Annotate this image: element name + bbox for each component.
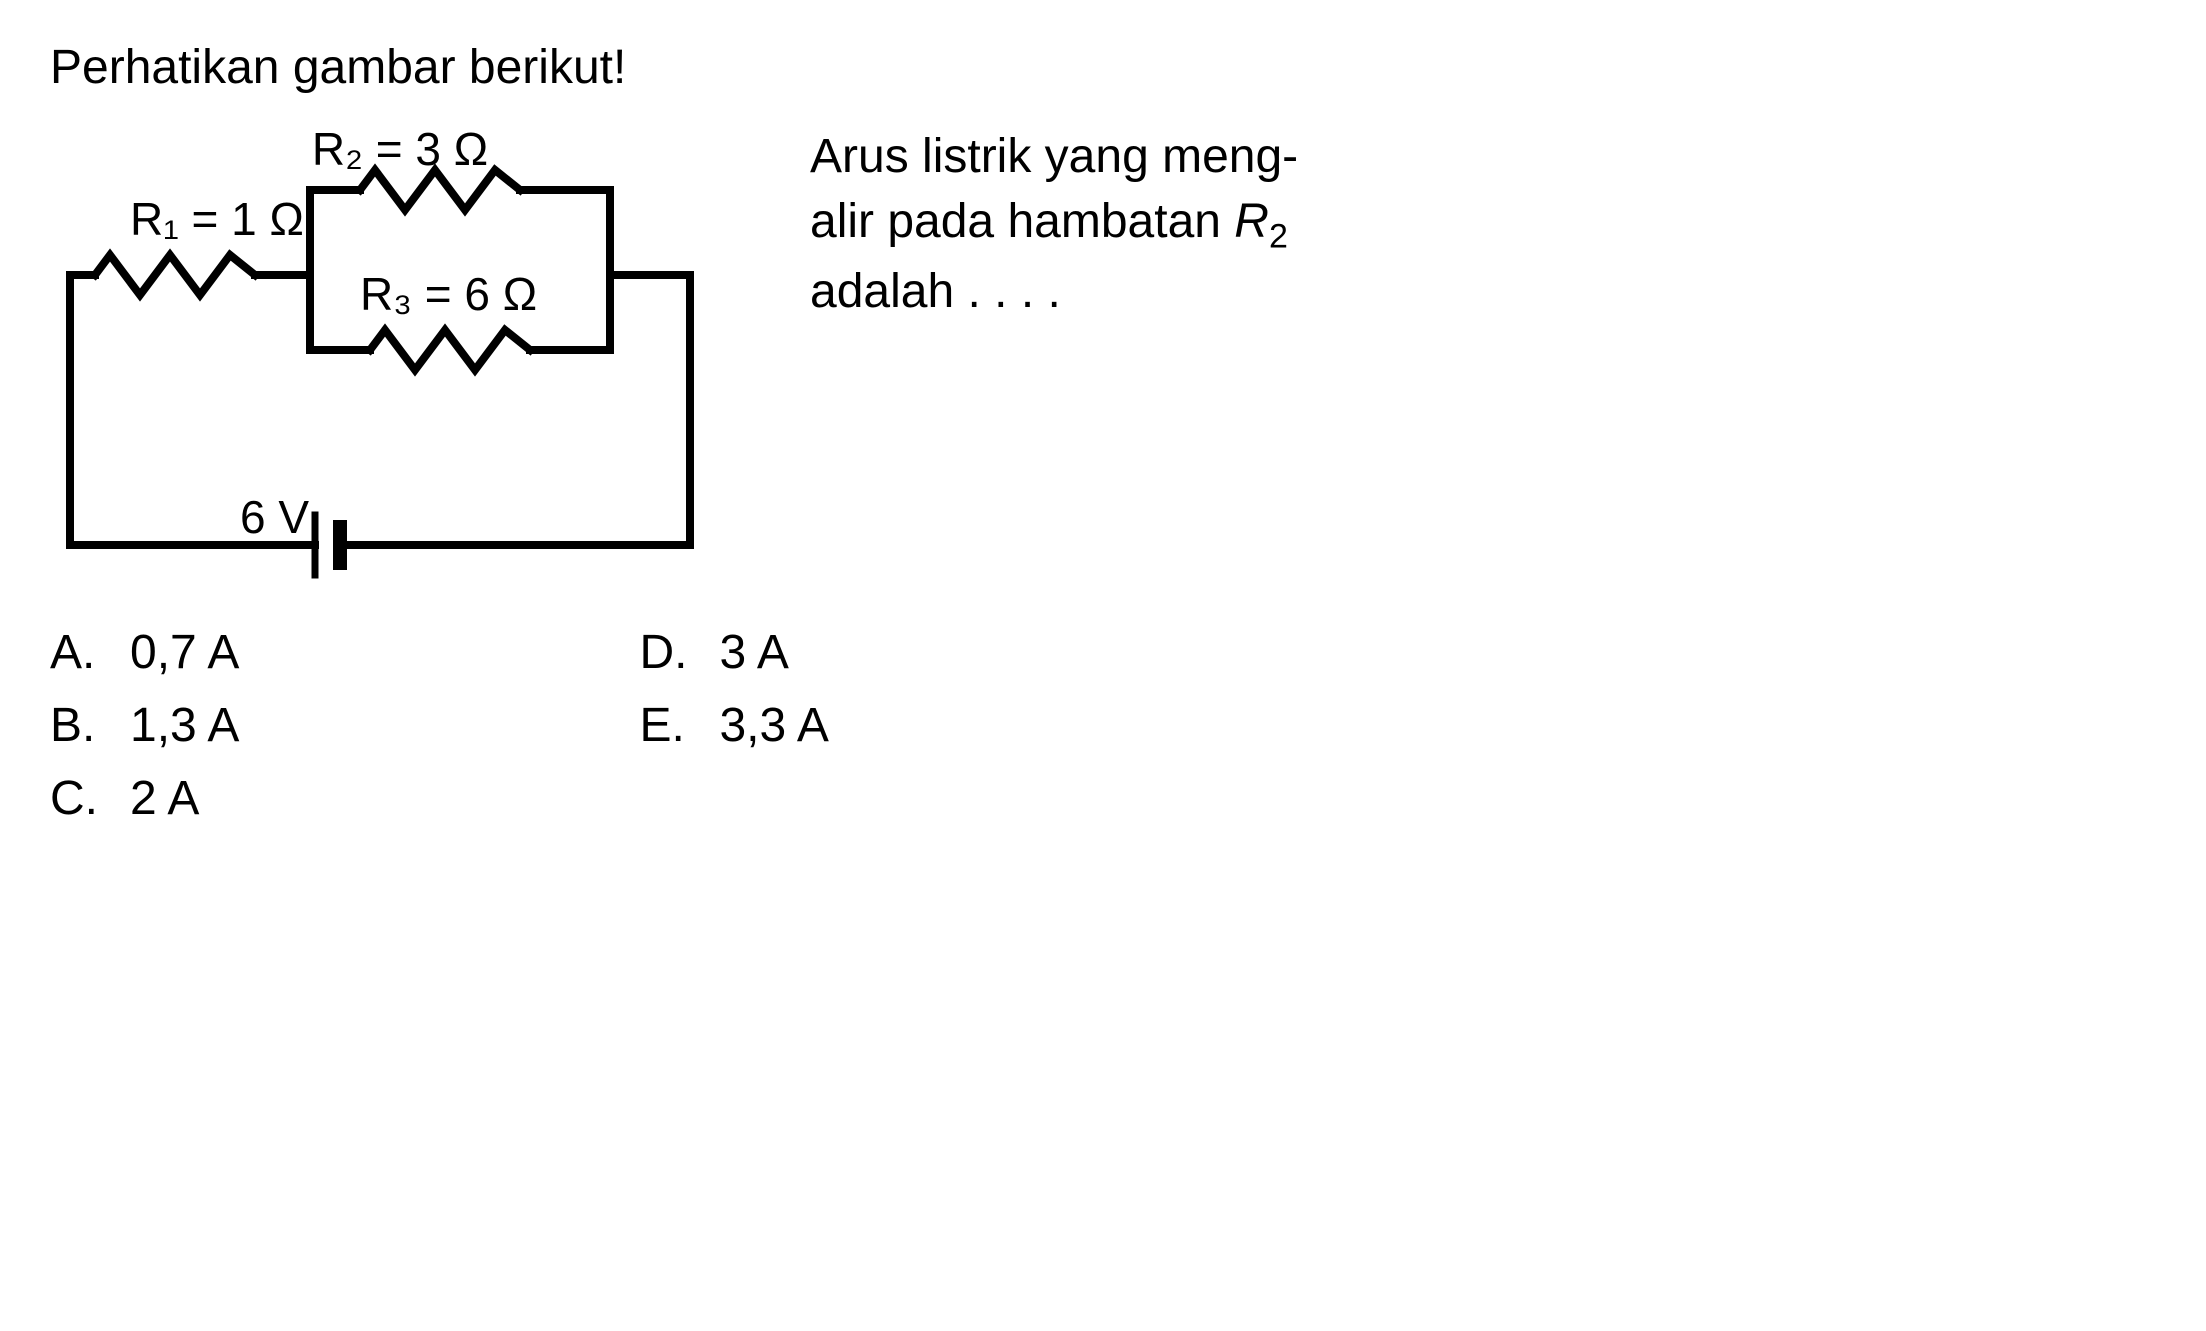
option-value: 3,3 A	[719, 698, 828, 753]
question-subscript: 2	[1269, 217, 1288, 255]
options-left-col: A. 0,7 A B. 1,3 A C. 2 A	[50, 625, 239, 826]
option-d: D. 3 A	[639, 625, 828, 680]
r3-label: R₃ = 6 Ω	[360, 268, 537, 320]
option-value: 0,7 A	[130, 625, 239, 680]
option-value: 1,3 A	[130, 698, 239, 753]
option-letter: A.	[50, 625, 130, 680]
main-content-row: R₂ = 3 Ω R₁ = 1 Ω R₃ = 6 Ω 6 V	[50, 115, 2156, 595]
option-a: A. 0,7 A	[50, 625, 239, 680]
question-line3: adalah . . . .	[810, 265, 1061, 318]
options-row: A. 0,7 A B. 1,3 A C. 2 A D. 3 A E. 3,3 A	[50, 625, 2156, 826]
option-letter: D.	[639, 625, 719, 680]
option-value: 2 A	[130, 771, 199, 826]
option-b: B. 1,3 A	[50, 698, 239, 753]
question-title: Perhatikan gambar berikut!	[50, 40, 2156, 95]
option-letter: C.	[50, 771, 130, 826]
circuit-svg: R₂ = 3 Ω R₁ = 1 Ω R₃ = 6 Ω 6 V	[50, 115, 750, 595]
option-letter: E.	[639, 698, 719, 753]
option-e: E. 3,3 A	[639, 698, 828, 753]
question-line1: Arus listrik yang meng-	[810, 130, 1298, 183]
voltage-label: 6 V	[240, 491, 309, 543]
r1-label: R₁ = 1 Ω	[130, 193, 304, 245]
circuit-diagram: R₂ = 3 Ω R₁ = 1 Ω R₃ = 6 Ω 6 V	[50, 115, 750, 595]
options-right-col: D. 3 A E. 3,3 A	[639, 625, 828, 826]
option-c: C. 2 A	[50, 771, 239, 826]
question-text: Arus listrik yang meng- alir pada hambat…	[810, 115, 1298, 325]
question-variable: R	[1234, 195, 1269, 248]
question-line2-pre: alir pada hambatan	[810, 195, 1234, 248]
option-value: 3 A	[719, 625, 788, 680]
option-letter: B.	[50, 698, 130, 753]
r2-label: R₂ = 3 Ω	[312, 123, 488, 175]
